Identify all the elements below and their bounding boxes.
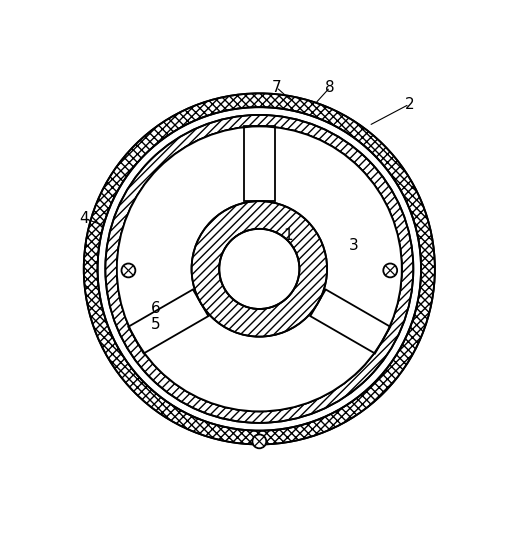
Polygon shape [243, 127, 274, 201]
Text: 7: 7 [271, 80, 280, 95]
Circle shape [383, 263, 396, 277]
Text: 5: 5 [150, 317, 160, 332]
Text: 6: 6 [150, 301, 160, 317]
Polygon shape [128, 289, 208, 354]
Text: 8: 8 [325, 80, 334, 95]
Circle shape [97, 107, 420, 430]
Circle shape [252, 435, 266, 449]
Text: 2: 2 [404, 97, 414, 112]
Text: 4: 4 [79, 210, 88, 225]
Circle shape [121, 263, 135, 277]
Circle shape [219, 229, 299, 309]
Circle shape [117, 127, 401, 411]
Text: 1: 1 [282, 227, 292, 242]
Polygon shape [128, 289, 208, 354]
Text: 3: 3 [348, 238, 358, 253]
Circle shape [219, 229, 299, 309]
Polygon shape [243, 127, 274, 201]
Polygon shape [310, 289, 390, 354]
Polygon shape [310, 289, 390, 354]
